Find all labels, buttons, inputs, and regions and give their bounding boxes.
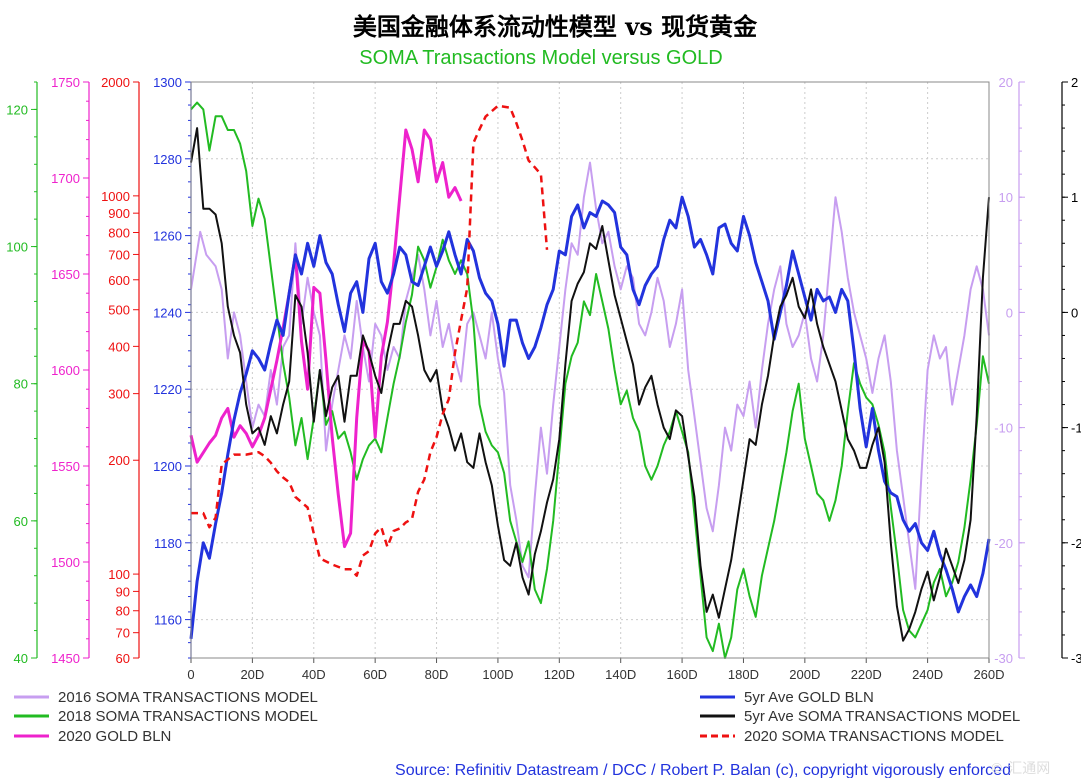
y-tick-label: 60: [14, 514, 28, 529]
y-tick-label: -2: [1071, 536, 1081, 551]
x-tick-label: 80D: [425, 667, 449, 682]
y-tick-label: -10: [994, 421, 1013, 436]
y-tick-label: 1600: [51, 363, 80, 378]
legend-item: 2016 SOMA TRANSACTIONS MODEL: [14, 689, 318, 706]
y-tick-label: 100: [108, 567, 130, 582]
legend-label: 5yr Ave SOMA TRANSACTIONS MODEL: [744, 708, 1020, 725]
y-tick-label: 100: [6, 240, 28, 255]
x-tick-label: 260D: [973, 667, 1004, 682]
y-axis-blue: 1160 1180 1200 1220 1240 1260 1280 1300: [153, 75, 192, 659]
x-tick-label: 20D: [240, 667, 264, 682]
y-tick-label: 90: [116, 584, 130, 599]
legend: 2016 SOMA TRANSACTIONS MODEL 2018 SOMA TR…: [14, 689, 1020, 745]
y-axis-black: -3 -2 -1 0 1 2: [1061, 75, 1081, 666]
y-tick-label: -30: [994, 651, 1013, 666]
x-tick-label: 140D: [605, 667, 636, 682]
series-lines: [189, 101, 991, 659]
y-tick-label: 60: [116, 651, 130, 666]
y-tick-label: 1000: [101, 189, 130, 204]
legend-label: 2018 SOMA TRANSACTIONS MODEL: [58, 708, 318, 725]
y-tick-label: 200: [108, 453, 130, 468]
y-tick-label: 1200: [153, 459, 182, 474]
x-tick-label: 240D: [912, 667, 943, 682]
y-axis-lilac: -30 -20 -10 0 10 20: [994, 75, 1025, 666]
x-tick-label: 40D: [302, 667, 326, 682]
series-2020-gold-bln: [189, 128, 463, 549]
y-tick-label: 10: [999, 190, 1013, 205]
y-tick-label: -20: [994, 536, 1013, 551]
y-tick-label: 1180: [154, 536, 182, 551]
y-tick-label: 0: [1006, 305, 1013, 320]
y-tick-label: 1160: [154, 613, 182, 628]
y-tick-label: 1300: [153, 75, 182, 90]
series-2016-soma-transactions-model: [190, 161, 990, 590]
x-tick-label: 100D: [482, 667, 513, 682]
y-tick-label: 2000: [101, 75, 130, 90]
x-tick-label: 120D: [544, 667, 575, 682]
y-tick-label: 0: [1071, 305, 1078, 320]
legend-item: 2018 SOMA TRANSACTIONS MODEL: [14, 708, 318, 725]
legend-item: 5yr Ave GOLD BLN: [700, 689, 874, 706]
x-axis: 0 20D 40D 60D 80D 100D 120D 140D 160D 180D 200D 220…: [187, 658, 1005, 682]
y-tick-label: 80: [14, 377, 28, 392]
series-2020-soma-transactions-model: [191, 104, 549, 577]
y-axis-green: 40 60 80 100 120: [6, 81, 38, 666]
y-tick-label: 1650: [51, 267, 80, 282]
y-tick-label: 1280: [153, 152, 182, 167]
y-tick-label: 70: [116, 626, 130, 641]
y-tick-label: 500: [108, 303, 130, 318]
x-tick-label: 0: [187, 667, 194, 682]
legend-item: 2020 SOMA TRANSACTIONS MODEL: [700, 728, 1004, 745]
legend-label: 2016 SOMA TRANSACTIONS MODEL: [58, 689, 318, 706]
y-tick-label: 2: [1071, 75, 1078, 90]
legend-item: 2020 GOLD BLN: [14, 728, 171, 745]
legend-label: 2020 GOLD BLN: [58, 728, 171, 745]
y-tick-label: 40: [14, 651, 28, 666]
y-tick-label: 1: [1071, 190, 1078, 205]
x-tick-label: 180D: [728, 667, 759, 682]
y-tick-label: 1220: [153, 382, 182, 397]
y-tick-label: 20: [999, 75, 1013, 90]
y-tick-label: 1750: [51, 75, 80, 90]
y-tick-label: 400: [108, 339, 130, 354]
y-tick-label: 1700: [51, 171, 80, 186]
series-5yr-ave-soma-transactions-model: [190, 127, 990, 642]
y-tick-label: 1450: [51, 651, 80, 666]
watermark: © 汇通网: [990, 761, 1050, 777]
y-tick-label: 1260: [153, 229, 182, 244]
legend-label: 5yr Ave GOLD BLN: [744, 689, 874, 706]
y-tick-label: 1240: [153, 305, 182, 320]
chart-title: 美国金融体系流动性模型 vs 现货黄金: [353, 12, 758, 41]
y-tick-label: 1550: [51, 459, 80, 474]
y-axis-red: 60 70 80 90 100 200 300 400 500 600 700 800 900 1000 2…: [101, 75, 140, 666]
y-tick-label: 1500: [51, 555, 80, 570]
x-tick-label: 160D: [667, 667, 698, 682]
y-axis-magenta: 1450 1500 1550 1600 1650 1700 1750: [51, 75, 90, 666]
y-tick-label: 900: [108, 206, 130, 221]
series-5yr-ave-gold-bln: [189, 195, 991, 639]
y-tick-label: 120: [6, 102, 28, 117]
y-tick-label: -1: [1071, 421, 1081, 436]
y-tick-label: -3: [1071, 651, 1081, 666]
legend-item: 5yr Ave SOMA TRANSACTIONS MODEL: [700, 708, 1020, 725]
x-tick-label: 220D: [851, 667, 882, 682]
y-tick-label: 800: [108, 226, 130, 241]
x-tick-label: 200D: [789, 667, 820, 682]
plot-frame: [190, 81, 990, 659]
source-note: Source: Refinitiv Datastream / DCC / Rob…: [395, 762, 1011, 778]
x-tick-label: 60D: [363, 667, 387, 682]
y-tick-label: 700: [108, 247, 130, 262]
chart-subtitle: SOMA Transactions Model versus GOLD: [359, 47, 722, 69]
y-tick-label: 80: [116, 604, 130, 619]
y-tick-label: 600: [108, 273, 130, 288]
y-tick-label: 300: [108, 387, 130, 402]
legend-label: 2020 SOMA TRANSACTIONS MODEL: [744, 728, 1004, 745]
